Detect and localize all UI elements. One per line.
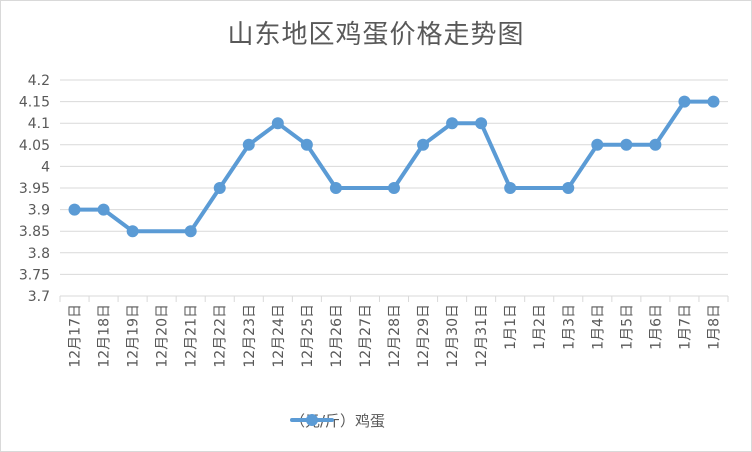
- x-tick-label: 12月25日: [300, 304, 316, 368]
- x-tick-label: 12月19日: [126, 304, 142, 368]
- y-tick-label: 3.95: [19, 181, 50, 197]
- x-tick-label: 12月30日: [445, 304, 461, 368]
- data-point: [446, 117, 459, 130]
- x-tick-label: 12月28日: [387, 304, 403, 368]
- x-tick-label: 1月5日: [619, 304, 635, 350]
- x-tick-label: 12月24日: [271, 304, 287, 368]
- data-point: [475, 117, 488, 130]
- data-point: [678, 95, 691, 108]
- data-point: [213, 182, 226, 194]
- y-tick-label: 4.05: [19, 138, 50, 154]
- x-tick-label: 1月8日: [706, 304, 722, 350]
- y-tick-label: 4.1: [28, 116, 50, 132]
- data-point: [388, 182, 400, 194]
- series-points: [68, 95, 720, 238]
- data-point: [68, 203, 81, 216]
- x-tick-label: 12月17日: [68, 304, 84, 368]
- x-tick-label: 12月23日: [242, 304, 258, 368]
- data-point: [562, 182, 575, 194]
- data-point: [242, 138, 255, 151]
- data-point: [97, 203, 110, 216]
- data-point: [504, 182, 517, 194]
- x-tick-label: 12月29日: [416, 304, 432, 368]
- y-tick-label: 3.9: [28, 203, 50, 219]
- y-tick-label: 3.7: [28, 289, 50, 305]
- y-axis-ticks: 3.7 3.75 3.8 3.85 3.9 3.95 4 4.05 4.1 4.15 4.2: [19, 73, 50, 305]
- x-tick-label: 1月7日: [677, 304, 693, 350]
- y-tick-label: 4: [41, 159, 50, 175]
- x-tick-label: 12月27日: [358, 304, 374, 368]
- data-point: [649, 138, 662, 151]
- x-tick-label: 12月18日: [97, 304, 113, 368]
- x-tick-label: 1月1日: [503, 304, 519, 350]
- x-tick-label: 12月22日: [213, 304, 229, 368]
- data-point: [271, 117, 284, 130]
- x-tick-label: 1月4日: [590, 304, 606, 350]
- y-tick-label: 4.2: [28, 73, 50, 89]
- y-tick-label: 3.85: [19, 224, 50, 240]
- data-point: [417, 138, 430, 151]
- y-tick-label: 3.75: [19, 267, 50, 283]
- data-point: [126, 225, 139, 238]
- data-point: [707, 95, 720, 108]
- chart-title: 山东地区鸡蛋价格走势图: [227, 20, 525, 50]
- x-tick-label: 12月26日: [329, 304, 345, 368]
- legend-swatch: [290, 414, 334, 426]
- data-point: [329, 182, 342, 194]
- data-point: [620, 138, 633, 151]
- x-tick-label: 1月2日: [532, 304, 548, 350]
- legend: （元/斤）鸡蛋: [290, 408, 385, 432]
- x-tick-label: 1月6日: [648, 304, 664, 350]
- x-tick-label: 12月21日: [184, 304, 200, 368]
- x-tick-label: 1月3日: [561, 304, 577, 350]
- data-point: [591, 138, 604, 151]
- x-tick-label: 12月20日: [155, 304, 171, 368]
- y-tick-label: 4.15: [19, 95, 50, 111]
- data-point: [300, 138, 313, 151]
- y-tick-label: 3.8: [28, 246, 50, 262]
- data-point: [184, 225, 197, 238]
- x-tick-label: 12月31日: [474, 304, 490, 368]
- x-axis-ticks: 12月17日 12月18日 12月19日 12月20日 12月21日 12月22日 12月2…: [59, 296, 729, 368]
